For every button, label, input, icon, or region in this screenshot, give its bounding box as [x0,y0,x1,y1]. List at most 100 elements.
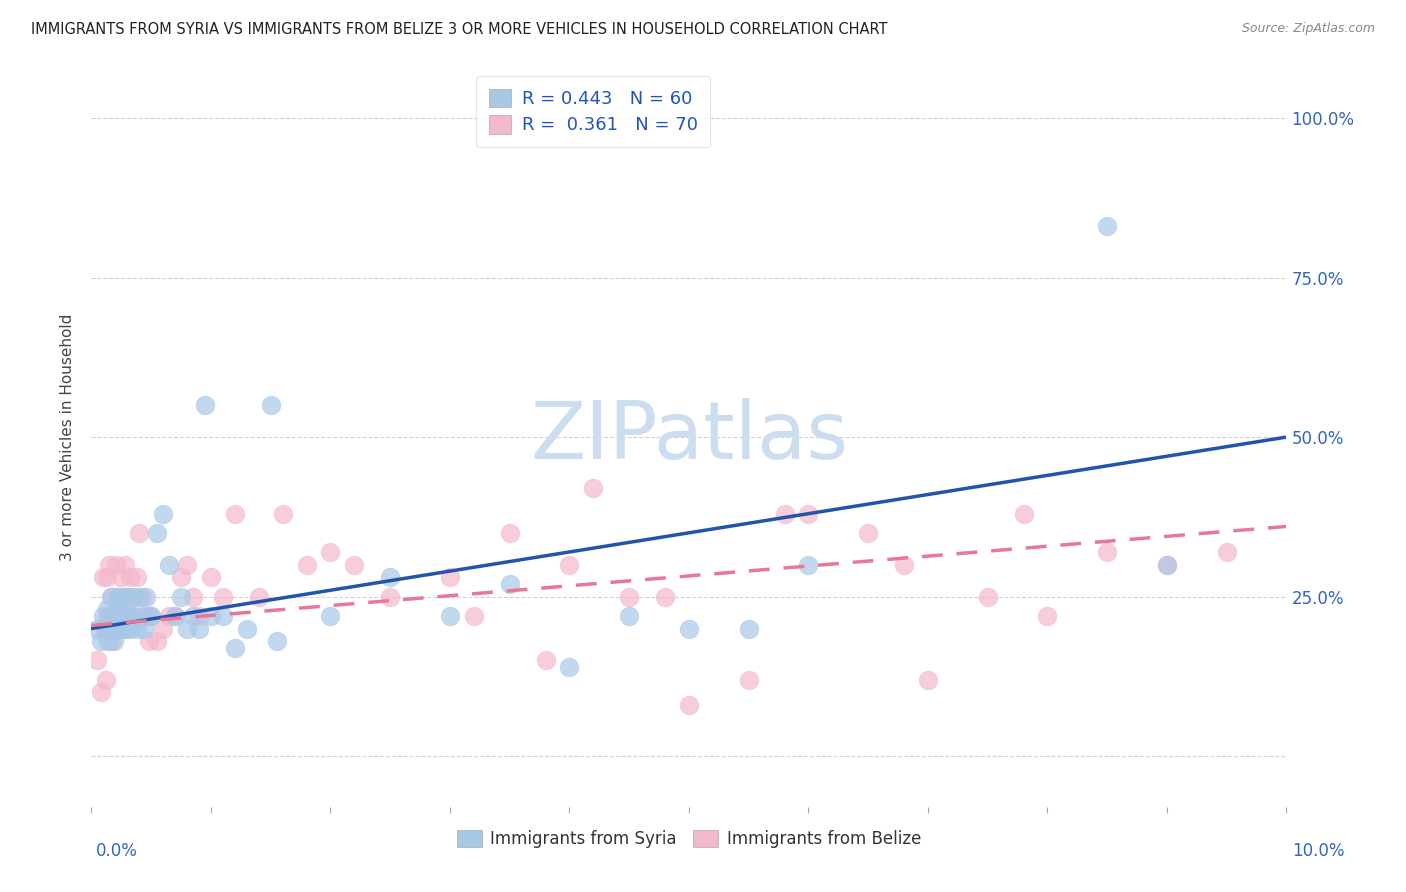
Point [114,590,136,604]
Point [125,622,148,636]
Point [90,634,112,648]
Point [128,525,150,540]
Point [125,570,148,584]
Point [856,525,880,540]
Point [110,570,132,584]
Point [138,634,160,648]
Point [319,608,342,623]
Point [188,622,211,636]
Point [100,590,122,604]
Point [86,622,108,636]
Point [170,590,193,604]
Point [105,558,128,572]
Text: 10.0%: 10.0% [1292,842,1344,860]
Point [103,622,125,636]
Point [104,608,127,623]
Point [463,608,485,623]
Point [266,634,288,648]
Point [124,608,146,623]
Point [96,570,118,584]
Point [163,608,186,623]
Point [115,590,138,604]
Point [93,622,115,636]
Point [188,608,211,623]
Point [94,622,117,636]
Point [181,608,204,623]
Point [678,622,700,636]
Point [378,590,402,604]
Point [121,608,143,623]
Point [343,558,366,572]
Point [157,608,180,623]
Point [100,634,122,648]
Point [211,608,233,623]
Point [194,398,217,412]
Point [134,608,156,623]
Point [141,608,162,623]
Point [619,590,641,604]
Point [163,608,186,623]
Point [118,622,141,636]
Point [200,570,222,584]
Point [797,558,820,572]
Point [558,558,581,572]
Point [224,507,246,521]
Point [378,570,402,584]
Point [105,622,128,636]
Point [582,481,605,495]
Point [132,622,155,636]
Text: IMMIGRANTS FROM SYRIA VS IMMIGRANTS FROM BELIZE 3 OR MORE VEHICLES IN HOUSEHOLD : IMMIGRANTS FROM SYRIA VS IMMIGRANTS FROM… [31,22,887,37]
Point [737,673,759,687]
Point [100,590,122,604]
Point [259,398,281,412]
Point [104,608,127,623]
Point [97,634,120,648]
Point [120,608,142,623]
Point [295,558,318,572]
Point [98,558,121,572]
Point [122,590,145,604]
Point [107,608,129,623]
Legend: Immigrants from Syria, Immigrants from Belize: Immigrants from Syria, Immigrants from B… [450,823,928,855]
Point [135,590,157,604]
Point [115,622,138,636]
Point [439,608,461,623]
Point [131,608,153,623]
Point [498,577,520,591]
Point [100,622,122,636]
Point [235,622,259,636]
Point [112,590,135,604]
Point [319,545,342,559]
Point [1012,507,1035,521]
Point [619,608,641,623]
Point [917,673,939,687]
Point [170,570,193,584]
Point [97,608,120,623]
Point [101,608,124,623]
Point [110,590,132,604]
Point [976,590,998,604]
Point [211,590,233,604]
Point [93,608,115,623]
Point [1097,545,1119,559]
Point [181,590,204,604]
Point [141,608,162,623]
Point [558,660,581,674]
Point [111,622,134,636]
Point [152,622,174,636]
Point [247,590,270,604]
Point [534,653,557,667]
Point [678,698,700,713]
Text: Source: ZipAtlas.com: Source: ZipAtlas.com [1241,22,1375,36]
Point [117,590,139,604]
Point [773,507,796,521]
Point [1097,219,1119,234]
Point [115,622,138,636]
Point [176,558,198,572]
Point [90,685,112,699]
Point [108,622,131,636]
Point [439,570,461,584]
Point [1036,608,1059,623]
Point [146,634,169,648]
Point [124,590,146,604]
